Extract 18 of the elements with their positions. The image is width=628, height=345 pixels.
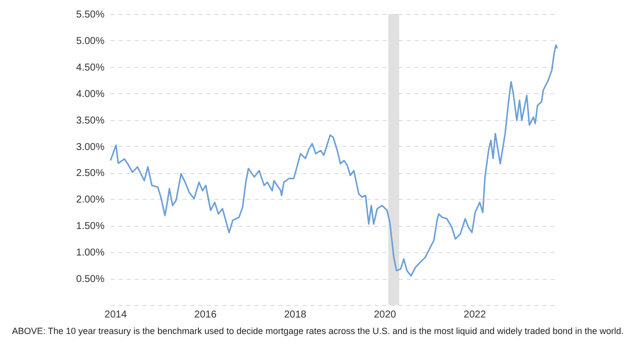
y-tick-label: 1.50% bbox=[76, 221, 105, 232]
y-tick-label: 3.00% bbox=[76, 142, 105, 153]
y-tick-label: 5.50% bbox=[76, 10, 105, 20]
y-tick-label: 0.50% bbox=[76, 274, 105, 286]
y-tick-label: 1.00% bbox=[76, 248, 105, 259]
y-tick-label: 4.00% bbox=[76, 88, 105, 100]
x-tick-label: 2022 bbox=[464, 310, 486, 320]
x-tick-label: 2014 bbox=[104, 310, 128, 320]
y-tick-label: 2.00% bbox=[76, 194, 105, 206]
y-tick-label: 3.50% bbox=[76, 115, 105, 126]
y-tick-label: 5.00% bbox=[76, 36, 105, 47]
x-tick-label: 2016 bbox=[194, 310, 217, 320]
line-series bbox=[110, 44, 558, 277]
x-tick-label: 2018 bbox=[284, 310, 307, 320]
text: ABOVE: The 10 year treasury is the benchmark used to decide mortgage rates across the U.S. and is the most liquid and widely traded bond in the world. bbox=[12, 326, 624, 336]
y-tick-label: 4.50% bbox=[76, 62, 105, 74]
y-tick-label: 2.50% bbox=[76, 168, 105, 180]
x-tick-label: 2020 bbox=[374, 310, 397, 320]
